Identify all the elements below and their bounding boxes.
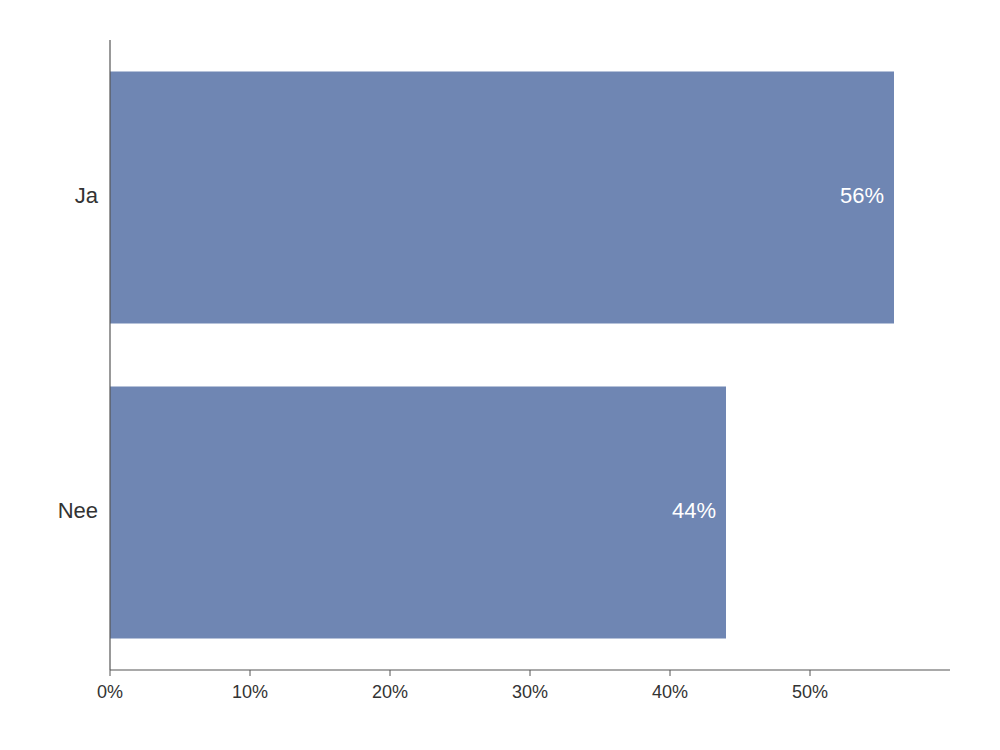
- x-tick-label: 10%: [232, 682, 268, 702]
- data-label: 56%: [840, 183, 884, 208]
- bar: [110, 72, 894, 324]
- x-tick: [110, 670, 111, 676]
- x-tick-label: 50%: [792, 682, 828, 702]
- chart-container: 44% 56% 0% 10% 20% 30% 40% 50% Nee Ja: [0, 0, 1000, 750]
- bar: [110, 387, 726, 639]
- x-tick: [530, 670, 531, 676]
- x-tick: [390, 670, 391, 676]
- x-tick: [670, 670, 671, 676]
- x-tick-label: 0%: [97, 682, 123, 702]
- chart-svg: 44% 56% 0% 10% 20% 30% 40% 50% Nee Ja: [0, 0, 1000, 750]
- category-label: Ja: [75, 183, 99, 208]
- x-tick: [250, 670, 251, 676]
- category-label: Nee: [58, 498, 98, 523]
- x-tick-label: 40%: [652, 682, 688, 702]
- x-tick-label: 30%: [512, 682, 548, 702]
- x-tick-label: 20%: [372, 682, 408, 702]
- data-label: 44%: [672, 498, 716, 523]
- x-tick: [810, 670, 811, 676]
- bars: [110, 72, 894, 639]
- y-axis-line: [109, 40, 110, 670]
